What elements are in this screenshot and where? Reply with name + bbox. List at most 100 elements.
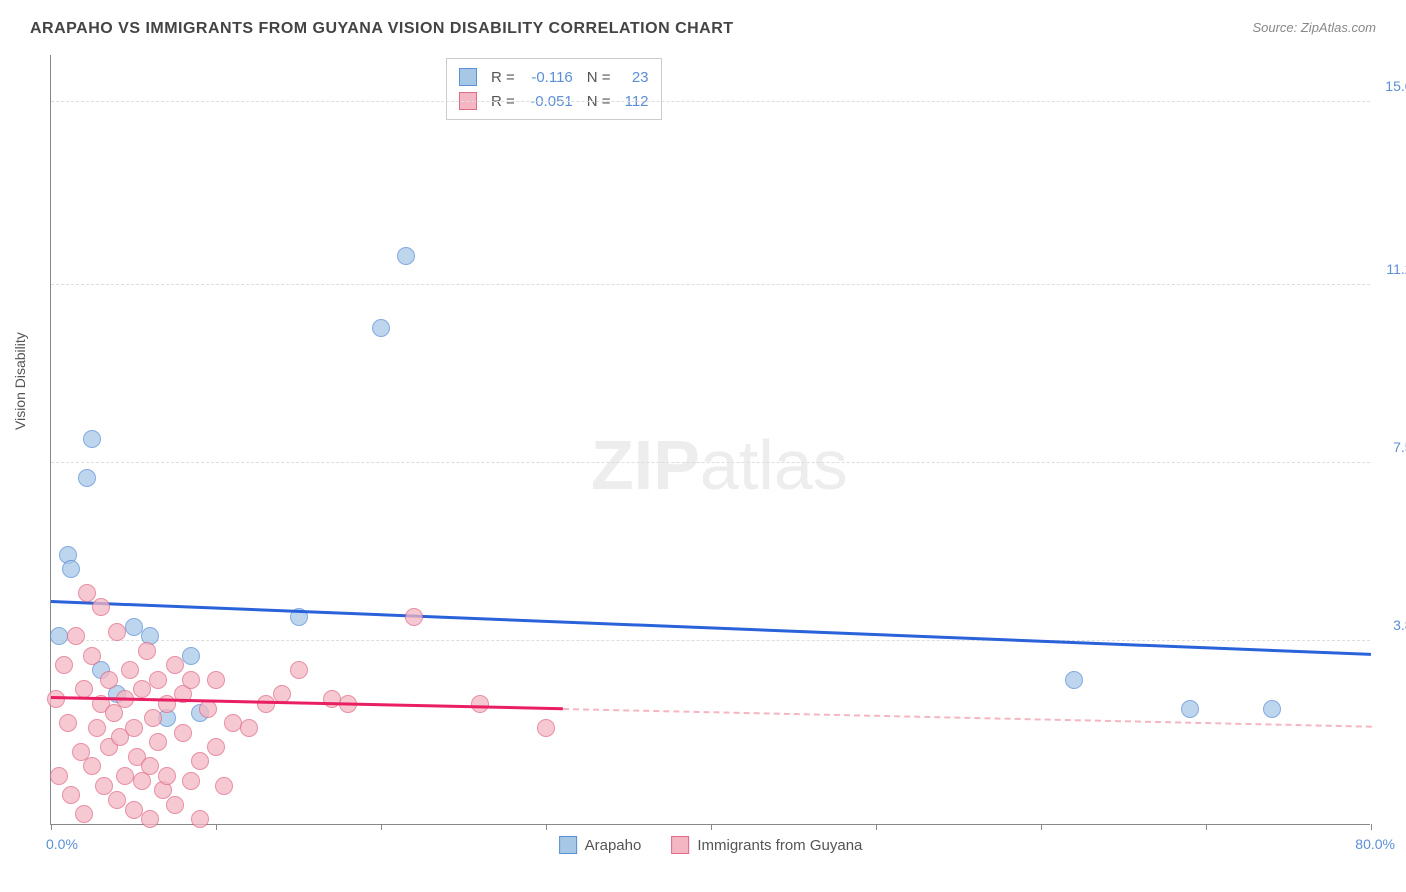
data-point [47, 690, 65, 708]
stats-legend: R =-0.116N =23R =-0.051N =112 [446, 58, 662, 120]
data-point [191, 810, 209, 828]
data-point [215, 777, 233, 795]
data-point [207, 671, 225, 689]
data-point [158, 767, 176, 785]
gridline [51, 284, 1370, 285]
data-point [323, 690, 341, 708]
y-tick-label: 7.5% [1393, 439, 1406, 455]
data-point [83, 757, 101, 775]
data-point [372, 319, 390, 337]
y-axis-label: Vision Disability [12, 332, 28, 430]
chart-title: ARAPAHO VS IMMIGRANTS FROM GUYANA VISION… [30, 20, 734, 38]
data-point [62, 560, 80, 578]
data-point [100, 671, 118, 689]
data-point [191, 752, 209, 770]
x-tick [546, 824, 547, 830]
x-tick [1041, 824, 1042, 830]
legend-row: R = -0.116 N = 23 [459, 65, 649, 89]
trend-line [51, 600, 1371, 655]
data-point [158, 695, 176, 713]
data-point [92, 598, 110, 616]
legend-swatch [671, 836, 689, 854]
data-point [290, 661, 308, 679]
data-point [67, 627, 85, 645]
data-point [55, 656, 73, 674]
data-point [50, 767, 68, 785]
data-point [83, 647, 101, 665]
data-point [108, 791, 126, 809]
x-tick [1206, 824, 1207, 830]
x-tick [1371, 824, 1372, 830]
x-tick [711, 824, 712, 830]
scatter-chart: ZIPatlas R =-0.116N =23R =-0.051N =112 0… [50, 55, 1370, 825]
data-point [50, 627, 68, 645]
data-point [78, 469, 96, 487]
trend-line-dashed [562, 708, 1371, 728]
x-tick [381, 824, 382, 830]
data-point [224, 714, 242, 732]
legend-label: Immigrants from Guyana [697, 837, 862, 854]
data-point [141, 757, 159, 775]
data-point [199, 700, 217, 718]
data-point [174, 724, 192, 742]
gridline [51, 640, 1370, 641]
legend-swatch [459, 68, 477, 86]
legend-n-value: 23 [619, 69, 649, 86]
x-tick [51, 824, 52, 830]
data-point [144, 709, 162, 727]
data-point [149, 733, 167, 751]
legend-swatch [559, 836, 577, 854]
data-point [182, 671, 200, 689]
data-point [125, 719, 143, 737]
series-legend: Arapaho Immigrants from Guyana [559, 836, 863, 854]
gridline [51, 101, 1370, 102]
data-point [121, 661, 139, 679]
data-point [1065, 671, 1083, 689]
data-point [62, 786, 80, 804]
data-point [116, 767, 134, 785]
data-point [257, 695, 275, 713]
data-point [182, 772, 200, 790]
legend-n-label: N = [587, 69, 611, 86]
data-point [59, 714, 77, 732]
data-point [108, 623, 126, 641]
data-point [397, 247, 415, 265]
data-point [75, 680, 93, 698]
legend-item: Immigrants from Guyana [671, 836, 862, 854]
x-tick [876, 824, 877, 830]
y-tick-label: 15.0% [1385, 78, 1406, 94]
watermark: ZIPatlas [591, 425, 848, 505]
x-axis-max-label: 80.0% [1355, 836, 1395, 852]
data-point [83, 430, 101, 448]
y-tick-label: 11.2% [1386, 261, 1406, 277]
data-point [95, 777, 113, 795]
data-point [166, 656, 184, 674]
y-tick-label: 3.8% [1393, 617, 1406, 633]
legend-item: Arapaho [559, 836, 642, 854]
data-point [166, 796, 184, 814]
data-point [405, 608, 423, 626]
data-point [182, 647, 200, 665]
legend-r-value: -0.116 [523, 69, 573, 86]
legend-label: Arapaho [585, 837, 642, 854]
data-point [1263, 700, 1281, 718]
data-point [75, 805, 93, 823]
x-axis-min-label: 0.0% [46, 836, 78, 852]
x-tick [216, 824, 217, 830]
data-point [537, 719, 555, 737]
data-point [125, 801, 143, 819]
data-point [138, 642, 156, 660]
data-point [207, 738, 225, 756]
data-point [471, 695, 489, 713]
data-point [78, 584, 96, 602]
data-point [149, 671, 167, 689]
data-point [141, 810, 159, 828]
source-attribution: Source: ZipAtlas.com [1252, 20, 1376, 35]
data-point [1181, 700, 1199, 718]
data-point [88, 719, 106, 737]
gridline [51, 462, 1370, 463]
data-point [133, 680, 151, 698]
data-point [240, 719, 258, 737]
data-point [105, 704, 123, 722]
legend-r-label: R = [491, 69, 515, 86]
